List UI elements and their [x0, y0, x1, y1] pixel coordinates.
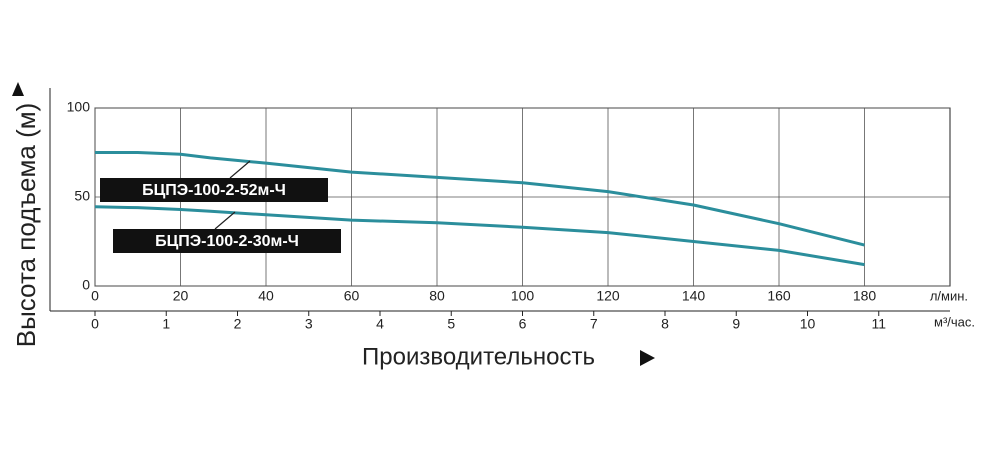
y-tick-label: 50 [74, 188, 90, 204]
x-tick-label: 160 [767, 288, 791, 304]
x2-tick-label: 11 [871, 316, 886, 332]
y-tick-label: 0 [82, 277, 90, 293]
y-arrow [12, 82, 24, 96]
legend-label: БЦПЭ-100-2-30м-Ч [155, 233, 299, 250]
x2-tick-label: 1 [162, 316, 170, 332]
y-tick-label: 100 [67, 99, 91, 115]
legend-box [100, 178, 328, 202]
series-line [94, 205, 865, 267]
x-tick-label: 80 [429, 288, 445, 304]
x2-tick-label: 9 [732, 316, 740, 332]
x2-unit: м³/час. [934, 314, 975, 329]
y-axis-title: Высота подъема (м) [11, 103, 41, 348]
x-tick-label: 140 [682, 288, 706, 304]
leader-line [214, 211, 236, 230]
x-arrow [640, 350, 655, 366]
x-tick-label: 100 [511, 288, 535, 304]
x2-tick-label: 0 [91, 316, 99, 332]
x-tick-label: 60 [344, 288, 360, 304]
x-tick-label: 40 [258, 288, 274, 304]
x-tick-label: 20 [173, 288, 189, 304]
x2-tick-label: 2 [234, 316, 242, 332]
x-tick-label: 120 [596, 288, 620, 304]
series-line [95, 151, 865, 247]
x2-tick-label: 10 [800, 316, 816, 332]
leader-line [229, 160, 251, 179]
x-tick-label: 0 [91, 288, 99, 304]
legend-label: БЦПЭ-100-2-52м-Ч [142, 182, 286, 199]
x2-tick-label: 5 [447, 316, 455, 332]
x2-tick-label: 4 [376, 316, 384, 332]
x2-tick-label: 7 [590, 316, 598, 332]
x2-tick-label: 8 [661, 316, 669, 332]
legend-box [113, 229, 341, 253]
x-axis-title: Производительность [362, 343, 595, 370]
x-unit: л/мин. [930, 288, 968, 303]
x2-tick-label: 3 [305, 316, 313, 332]
x-tick-label: 180 [853, 288, 877, 304]
x2-tick-label: 6 [519, 316, 527, 332]
